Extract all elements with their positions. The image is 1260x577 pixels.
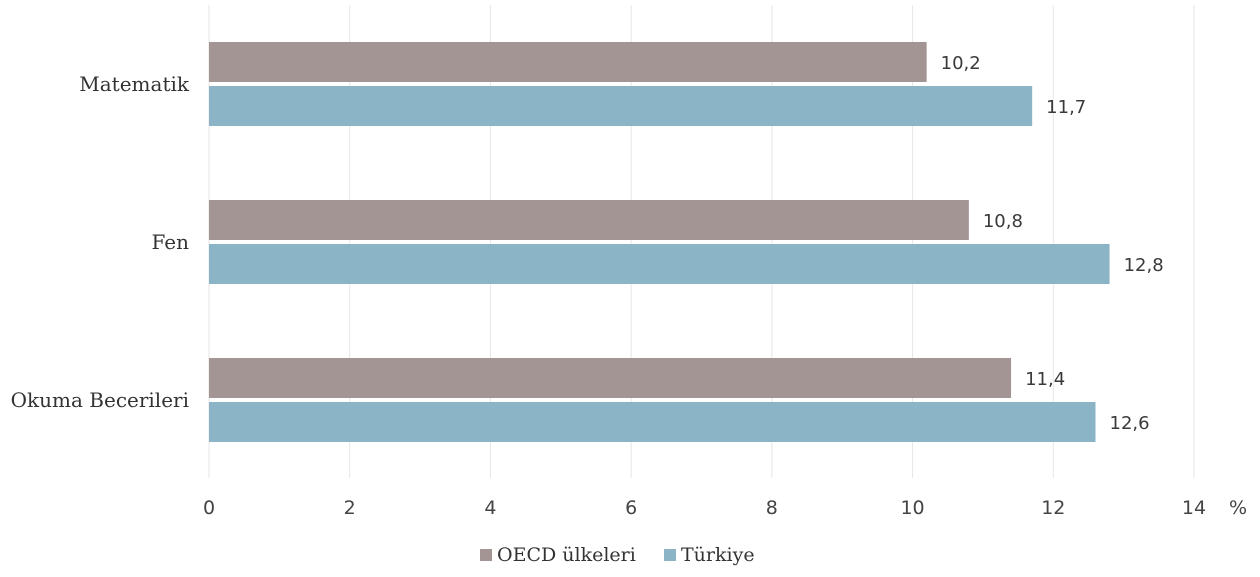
x-tick-label: 0 xyxy=(203,497,215,519)
x-axis-unit-label: % xyxy=(1229,497,1247,519)
bar-value-label: 12,6 xyxy=(1110,413,1150,434)
bar-value-label: 11,7 xyxy=(1046,97,1086,118)
bar-value-label: 12,8 xyxy=(1124,255,1164,276)
category-label: Fen xyxy=(152,230,190,254)
x-tick-label: 12 xyxy=(1041,497,1065,519)
x-tick-label: 2 xyxy=(344,497,356,519)
bar-oecd-lkeleri-fen xyxy=(209,200,969,240)
category-label: Matematik xyxy=(79,72,190,96)
category-label: Okuma Becerileri xyxy=(11,388,189,412)
x-tick-label: 4 xyxy=(484,497,496,519)
legend-label: Türkiye xyxy=(681,544,755,566)
legend-swatch xyxy=(480,549,492,561)
bar-value-label: 10,2 xyxy=(941,53,981,74)
bar-oecd-lkeleri-matematik xyxy=(209,42,927,82)
x-tick-label: 10 xyxy=(900,497,924,519)
gridlines xyxy=(208,5,1195,478)
bar-t-rkiye-okuma-becerileri xyxy=(209,402,1096,442)
x-tick-label: 6 xyxy=(625,497,637,519)
category-labels: Matematik Fen Okuma Becerileri xyxy=(11,72,190,412)
bar-t-rkiye-fen xyxy=(209,244,1110,284)
bar-value-label: 11,4 xyxy=(1025,369,1065,390)
legend-swatch xyxy=(664,549,676,561)
legend-label: OECD ülkeleri xyxy=(497,544,636,566)
x-tick-label: 8 xyxy=(766,497,778,519)
x-tick-label: 14 xyxy=(1182,497,1206,519)
x-axis-ticks: 0 2 4 6 8 10 12 14 xyxy=(203,497,1206,519)
bars: 10,2 11,7 10,8 12,8 11,4 12,6 xyxy=(209,42,1164,442)
bar-oecd-lkeleri-okuma-becerileri xyxy=(209,358,1012,398)
bar-t-rkiye-matematik xyxy=(209,86,1033,126)
bar-value-label: 10,8 xyxy=(983,211,1023,232)
legend: OECD ülkeleri Türkiye xyxy=(480,544,755,566)
